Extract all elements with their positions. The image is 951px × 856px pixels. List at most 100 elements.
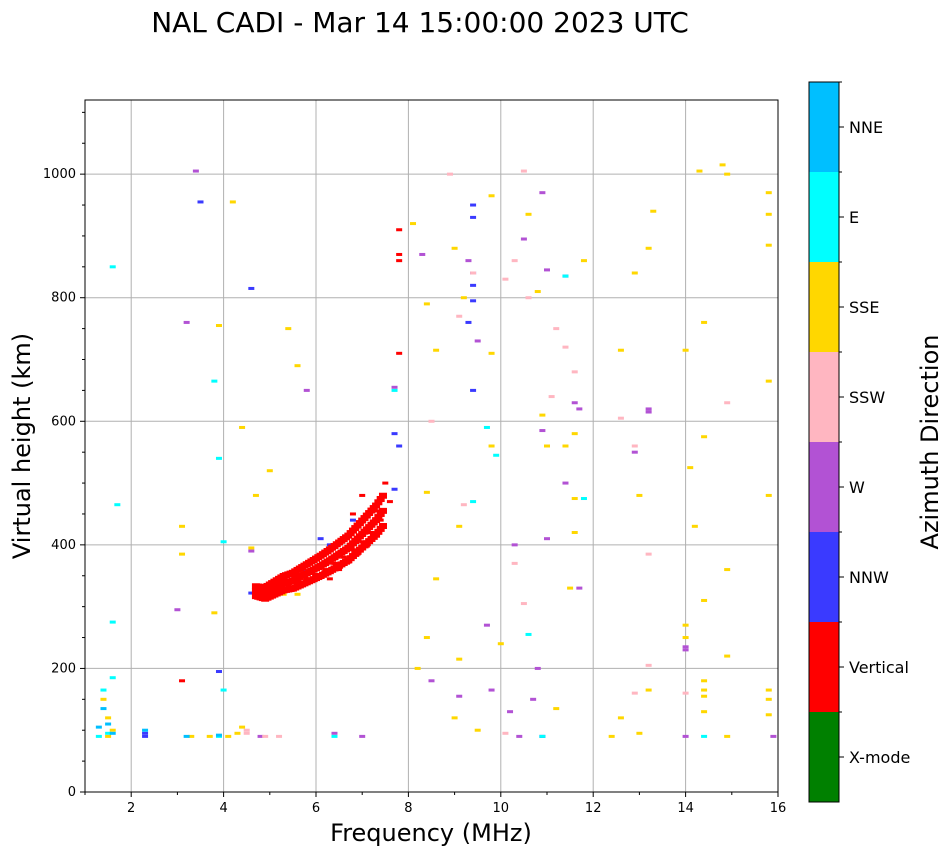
data-point-sse	[433, 577, 440, 581]
colorbar-segment-w	[809, 442, 839, 532]
x-tick-label: 6	[312, 801, 320, 816]
data-point-sse	[179, 524, 186, 528]
data-point-nnw	[215, 670, 222, 674]
data-point-e	[391, 388, 398, 392]
data-point-sse	[423, 302, 430, 306]
data-point-vertical	[179, 679, 186, 683]
trace-point	[372, 517, 381, 524]
data-point-ssw	[428, 419, 435, 423]
data-point-sse	[433, 348, 440, 352]
colorbar-tick-label: SSW	[849, 388, 885, 407]
data-point-sse	[451, 716, 458, 720]
data-point-sse	[682, 623, 689, 627]
data-point-sse	[571, 497, 578, 501]
data-point-sse	[105, 734, 112, 738]
data-point-w	[544, 268, 550, 272]
data-point-e	[109, 676, 116, 680]
data-point-sse	[211, 611, 218, 615]
data-point-e	[539, 734, 546, 738]
x-tick-label: 16	[770, 801, 787, 816]
data-point-vertical	[382, 481, 389, 485]
data-point-sse	[294, 592, 301, 596]
data-point-sse	[645, 688, 652, 692]
data-point-nnw	[391, 487, 398, 491]
trace-point	[374, 499, 383, 506]
data-point-sse	[294, 364, 301, 368]
data-point-sse	[682, 348, 689, 352]
data-point-e	[100, 688, 107, 692]
y-axis-label: Virtual height (km)	[8, 333, 36, 559]
data-point-w	[562, 481, 569, 485]
data-point-w	[682, 734, 689, 738]
data-point-ssw	[456, 314, 463, 318]
data-point-ssw	[502, 277, 509, 281]
data-point-ssw	[645, 663, 652, 667]
data-point-ssw	[262, 734, 269, 738]
data-point-ssw	[243, 731, 250, 735]
data-point-sse	[631, 271, 638, 275]
data-point-ssw	[446, 172, 453, 176]
data-point-sse	[608, 734, 615, 738]
trace-point	[374, 514, 383, 521]
data-point-w	[483, 623, 490, 627]
data-point-sse	[724, 568, 731, 572]
data-point-sse	[719, 163, 726, 167]
data-point-w	[645, 407, 652, 411]
data-point-w	[456, 694, 463, 698]
colorbar-segment-x-mode	[809, 712, 839, 802]
data-point-nnw	[142, 734, 149, 738]
data-point-sse	[252, 493, 259, 497]
data-point-vertical	[396, 252, 403, 256]
data-point-ssw	[724, 401, 731, 405]
data-point-sse	[580, 259, 587, 263]
data-point-nne	[215, 733, 222, 737]
colorbar-segment-e	[809, 172, 839, 262]
data-point-ssw	[525, 296, 532, 300]
data-point-nne	[142, 728, 149, 732]
data-point-vertical	[331, 561, 338, 565]
data-point-ssw	[617, 416, 624, 420]
x-axis-label: Frequency (MHz)	[330, 819, 532, 847]
data-point-sse	[105, 716, 112, 720]
colorbar-segment-nnw	[809, 532, 839, 622]
data-point-sse	[765, 212, 772, 216]
data-point-e	[525, 632, 532, 636]
x-tick-label: 4	[219, 801, 227, 816]
data-point-w	[539, 429, 546, 433]
data-point-ssw	[243, 728, 250, 732]
data-point-nnw	[248, 591, 255, 595]
x-tick-label: 2	[127, 801, 135, 816]
data-point-sse	[474, 728, 481, 732]
trace-point	[378, 507, 387, 514]
data-point-sse	[701, 598, 708, 602]
data-point-nnw	[396, 444, 403, 448]
data-point-e	[493, 453, 500, 457]
data-point-w	[391, 385, 398, 389]
data-point-sse	[650, 209, 657, 213]
data-point-ssw	[562, 345, 569, 349]
data-point-sse	[206, 734, 213, 738]
data-point-sse	[460, 296, 467, 300]
data-point-nnw	[142, 731, 149, 735]
data-point-sse	[765, 688, 772, 692]
colorbar-frame	[808, 81, 840, 803]
data-point-vertical	[326, 577, 333, 581]
data-point-vertical	[359, 493, 366, 497]
data-point-ssw	[631, 444, 638, 448]
colorbar-tick-label: X-mode	[849, 748, 910, 767]
y-tick-label: 400	[51, 538, 76, 553]
x-tick-label: 14	[677, 801, 694, 816]
data-point-sse	[451, 246, 458, 250]
data-point-sse	[765, 191, 772, 195]
data-point-sse	[617, 716, 624, 720]
data-point-e	[220, 688, 227, 692]
data-point-sse	[497, 642, 504, 646]
data-point-ssw	[553, 327, 560, 331]
y-tick-label: 800	[51, 291, 76, 306]
data-point-e	[483, 425, 490, 429]
data-point-sse	[691, 524, 698, 528]
data-point-sse	[234, 731, 241, 735]
data-point-sse	[488, 444, 495, 448]
data-point-e	[215, 456, 222, 460]
data-point-ssw	[276, 734, 283, 738]
